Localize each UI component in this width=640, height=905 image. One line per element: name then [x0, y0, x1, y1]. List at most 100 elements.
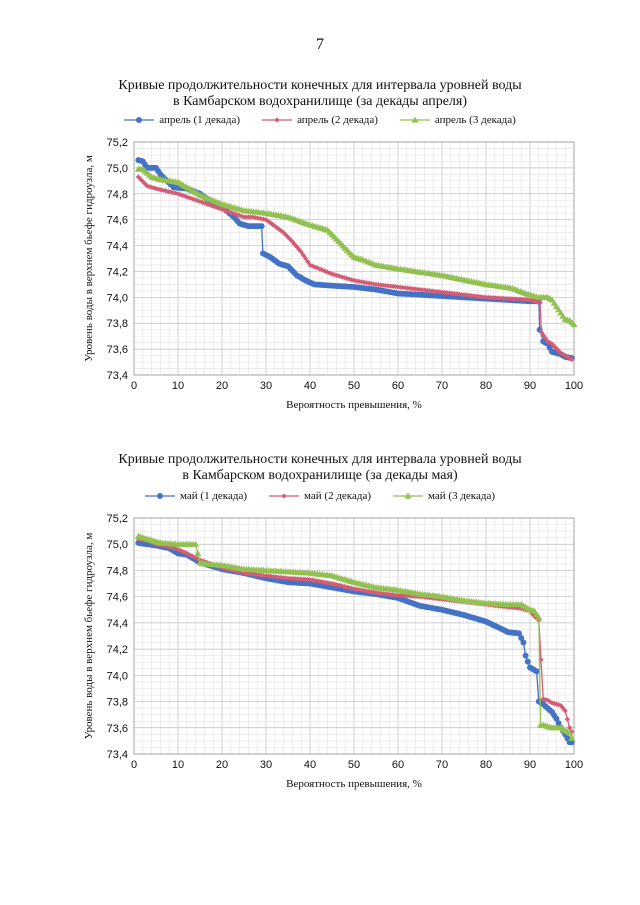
chart-april: Кривые продолжительности конечных для ин… [0, 78, 640, 413]
y-tick-label: 75,0 [107, 163, 128, 175]
data-point [326, 580, 333, 586]
x-tick-label: 20 [216, 380, 228, 392]
chart-title-line1: Кривые продолжительности конечных для ин… [118, 78, 522, 93]
data-point [258, 572, 264, 578]
data-point [466, 292, 472, 298]
chart-plot: 0 10 20 30 40 50 60 70 80 90 100 73,4 73,6 73,8 74,0 74… [83, 513, 583, 790]
legend-item: апрель (2 декада) [262, 114, 378, 126]
data-point [392, 592, 399, 598]
data-point [255, 215, 261, 221]
y-tick-label: 75,2 [107, 513, 128, 525]
x-tick-label: 0 [131, 759, 137, 771]
x-axis-label: Вероятность превышения, % [286, 778, 422, 790]
data-point [535, 614, 543, 621]
x-tick-label: 10 [172, 759, 184, 771]
data-point [419, 287, 426, 293]
data-point [278, 228, 284, 234]
y-tick-label: 73,4 [107, 370, 128, 382]
y-tick-label: 74,8 [107, 565, 128, 577]
data-point [346, 276, 352, 282]
x-tick-label: 30 [260, 759, 272, 771]
legend-label: апрель (3 декада) [434, 114, 516, 126]
data-point [378, 282, 384, 288]
data-point [303, 255, 309, 262]
data-point [558, 702, 564, 709]
x-tick-label: 60 [392, 759, 404, 771]
data-point [553, 345, 559, 352]
data-point [424, 287, 430, 294]
data-point [324, 269, 330, 275]
legend-label: апрель (1 декада) [159, 114, 241, 126]
x-tick-label: 70 [436, 380, 448, 392]
x-tick-label: 40 [304, 380, 316, 392]
legend-label: май (2 декада) [304, 490, 371, 502]
data-point [339, 583, 345, 589]
y-tick-label: 75,2 [107, 137, 128, 149]
chart-title-line2: в Камбарском водохранилище (за декады ма… [182, 468, 458, 483]
data-point [567, 355, 573, 361]
data-point [358, 279, 364, 285]
data-point [547, 340, 553, 346]
data-point [412, 286, 418, 292]
data-point [549, 341, 555, 347]
x-tick-label: 90 [524, 759, 536, 771]
grid [133, 517, 575, 755]
x-tick-label: 100 [565, 759, 583, 771]
legend-marker [136, 117, 143, 123]
data-point [454, 291, 460, 297]
data-point [199, 199, 206, 206]
data-point [273, 574, 279, 580]
legend-item: апрель (1 декада) [124, 114, 240, 126]
data-point [537, 299, 543, 306]
x-tick-label: 10 [172, 380, 184, 392]
data-point [312, 264, 318, 270]
chart-plot: 0 10 20 30 40 50 60 70 80 90 100 73,4 73,6 73,8 74,0 74… [83, 137, 583, 411]
chart-title: Кривые продолжительности конечных для ин… [0, 452, 640, 484]
data-point [522, 652, 529, 659]
data-point [309, 263, 316, 269]
data-point [324, 580, 330, 586]
y-tick-label: 74,4 [107, 241, 128, 253]
y-tick-label: 73,8 [107, 318, 128, 330]
plot-frame [133, 141, 575, 376]
data-point [370, 281, 377, 287]
x-tick-label: 80 [480, 380, 492, 392]
legend-marker [281, 493, 287, 499]
legend-marker [411, 116, 419, 123]
y-tick-label: 73,6 [107, 723, 128, 735]
chart-may: Кривые продолжительности конечных для ин… [0, 452, 640, 797]
plot-frame [133, 517, 575, 755]
y-tick-label: 74,8 [107, 189, 128, 201]
data-point [312, 577, 318, 584]
data-point [542, 335, 549, 341]
series-3 [134, 532, 576, 741]
x-tick-label: 50 [348, 380, 360, 392]
data-point [547, 698, 553, 705]
data-point [432, 288, 438, 294]
data-point [392, 284, 399, 290]
legend-item: май (2 декада) [269, 490, 371, 502]
x-tick-label: 80 [480, 759, 492, 771]
data-point [558, 350, 564, 356]
data-point [298, 249, 304, 255]
y-axis-label: Уровень воды в верхнем бьефе гидроузла, … [83, 533, 95, 740]
legend-item: май (1 декада) [145, 490, 247, 502]
y-tick-label: 73,8 [107, 697, 128, 709]
data-point [294, 244, 300, 250]
data-point [390, 283, 396, 290]
legend-label: май (3 декада) [428, 490, 495, 502]
legend-marker [157, 493, 163, 499]
data-point [388, 283, 394, 289]
y-tick-label: 74,2 [107, 266, 128, 278]
y-tick-label: 75,0 [107, 539, 128, 551]
legend-marker [274, 117, 280, 123]
data-point [267, 220, 273, 226]
x-tick-label: 90 [524, 380, 536, 392]
x-tick-label: 40 [304, 759, 316, 771]
data-point [566, 729, 574, 736]
page-number: 7 [316, 36, 324, 53]
y-tick-label: 74,0 [107, 292, 128, 304]
data-point [556, 348, 562, 354]
data-point [538, 329, 545, 335]
data-point [289, 239, 295, 245]
